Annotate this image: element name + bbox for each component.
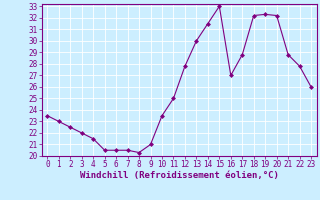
X-axis label: Windchill (Refroidissement éolien,°C): Windchill (Refroidissement éolien,°C) xyxy=(80,171,279,180)
